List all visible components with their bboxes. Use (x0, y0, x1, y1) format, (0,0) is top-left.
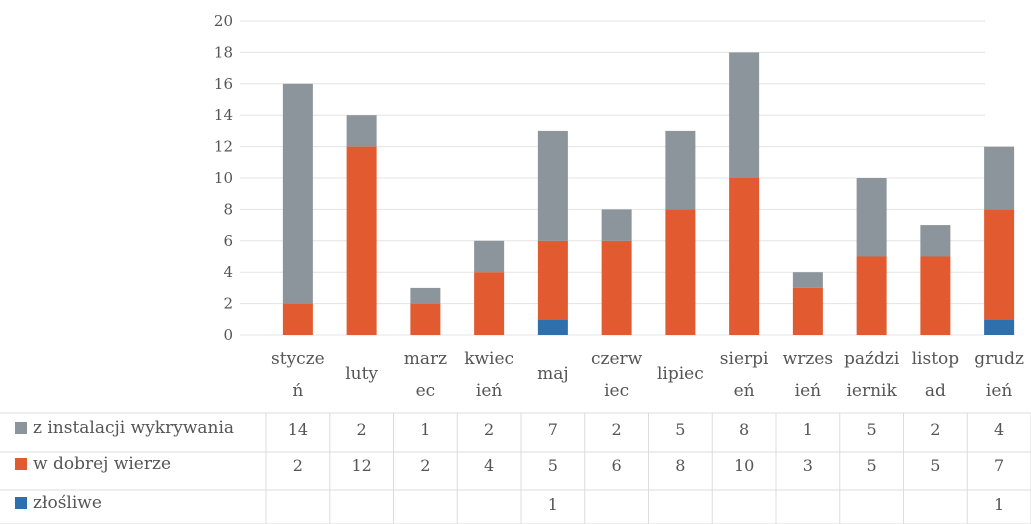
bar-segment (792, 272, 823, 288)
table-cell: 12 (351, 456, 371, 475)
legend-swatch (15, 497, 27, 509)
table-cell: 8 (675, 456, 685, 475)
y-tick-label: 20 (214, 12, 233, 30)
table-cell: 2 (930, 420, 940, 439)
table-cell: 2 (357, 420, 367, 439)
table-cell: 2 (293, 456, 303, 475)
x-tick-label: ad (925, 381, 946, 401)
y-tick-label: 12 (214, 138, 233, 156)
x-tick-label: luty (345, 364, 378, 384)
bar-segment (474, 240, 505, 273)
bar-segment (729, 52, 760, 178)
x-axis-labels: stycze ń luty marz ec kwiec ień maj czerw iec lipi… (271, 349, 1024, 401)
table-cell: 5 (930, 456, 940, 475)
table-cell: 5 (548, 456, 558, 475)
bar-segment (346, 146, 377, 335)
legend-swatch (15, 422, 27, 434)
bar-segment (920, 256, 951, 335)
y-tick-label: 0 (223, 326, 233, 344)
table-cell: 4 (484, 456, 494, 475)
y-tick-label: 2 (223, 295, 233, 313)
bar-segment (601, 240, 632, 335)
y-tick-label: 6 (223, 232, 233, 250)
bar-segment (856, 178, 887, 257)
x-tick-label: wrzes (783, 349, 833, 369)
table-cell: 3 (803, 456, 813, 475)
y-tick-label: 10 (214, 169, 233, 187)
x-tick-label: kwiec (464, 349, 514, 369)
table-cell: 7 (548, 420, 558, 439)
y-tick-label: 18 (214, 43, 233, 61)
table-cell: 1 (548, 495, 558, 514)
bar-segment (984, 146, 1015, 210)
x-tick-label: czerw (591, 349, 643, 369)
table-cell: 10 (734, 456, 754, 475)
x-tick-label: ń (292, 381, 303, 401)
y-tick-label: 8 (223, 200, 233, 218)
x-tick-label: lipiec (657, 364, 704, 384)
bar-segment (920, 225, 951, 257)
table-row-label: w dobrej wierze (33, 454, 171, 474)
table-cell: 5 (867, 456, 877, 475)
bar-segment (410, 287, 441, 304)
x-tick-label: sierpi (720, 349, 769, 369)
x-tick-label: ień (986, 381, 1012, 401)
data-table: z instalacji wykrywania 14 2 1 2 7 2 5 8 1 5 2 4w do… (0, 412, 1031, 524)
table-cell: 5 (867, 420, 877, 439)
bar-segment (665, 130, 696, 210)
x-tick-label: listop (912, 349, 960, 369)
table-cell: 1 (420, 420, 430, 439)
bar-segment (346, 115, 377, 147)
bar-segment (537, 130, 568, 241)
table-cell: 2 (420, 456, 430, 475)
bars (282, 52, 1015, 335)
x-tick-label: ień (795, 381, 821, 401)
table-cell: 2 (612, 420, 622, 439)
bar-segment (984, 209, 1015, 320)
bar-segment (282, 303, 313, 335)
table-cell: 8 (739, 420, 749, 439)
table-cell: 14 (288, 420, 308, 439)
table-row-label: złośliwe (33, 493, 102, 513)
y-tick-label: 14 (214, 106, 233, 124)
table-cell: 1 (803, 420, 813, 439)
x-tick-label: iernik (846, 381, 897, 401)
bar-segment (984, 319, 1015, 335)
x-tick-label: eń (734, 381, 755, 401)
y-tick-label: 4 (223, 263, 233, 281)
bar-segment (474, 272, 505, 335)
table-cell: 1 (994, 495, 1004, 514)
y-tick-label: 16 (214, 75, 233, 93)
bar-segment (282, 83, 313, 304)
table-cell: 7 (994, 456, 1004, 475)
x-tick-label: paździ (844, 349, 900, 369)
y-axis-ticks: 0 2 4 6 8 10 12 14 16 18 20 (214, 12, 233, 344)
bar-segment (729, 178, 760, 335)
x-tick-label: stycze (271, 349, 325, 369)
bar-segment (410, 303, 441, 335)
x-tick-label: ień (476, 381, 502, 401)
bar-segment (792, 287, 823, 335)
table-cell: 6 (612, 456, 622, 475)
table-cell: 2 (484, 420, 494, 439)
x-tick-label: grudz (974, 349, 1024, 369)
bar-segment (856, 256, 887, 335)
x-tick-label: ec (416, 381, 436, 401)
table-cell: 4 (994, 420, 1004, 439)
x-tick-label: maj (537, 364, 569, 384)
table-cell: 5 (675, 420, 685, 439)
x-tick-label: marz (404, 349, 447, 369)
bar-segment (537, 319, 568, 335)
legend-swatch (15, 458, 27, 470)
x-tick-label: iec (604, 381, 629, 401)
bar-segment (537, 240, 568, 320)
table-row-label: z instalacji wykrywania (33, 418, 234, 438)
bar-segment (601, 209, 632, 241)
bar-segment (665, 209, 696, 335)
